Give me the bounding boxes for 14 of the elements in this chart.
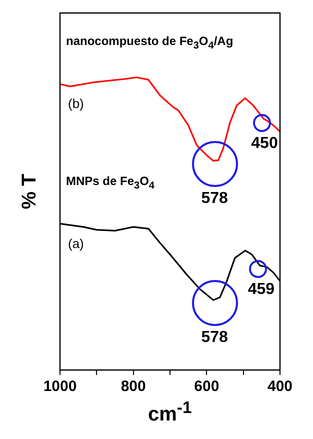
text: nanocompuesto de Fe$_{3}$O$_{4}$/Ag [66,34,234,52]
text: MNPs de Fe$_{3}$O$_{4}$ [66,174,154,192]
annotation: 578 [201,329,228,348]
annotation: 450 [251,134,278,153]
x-tick-label: 600 [194,378,220,396]
x-tick-label: 800 [120,378,146,396]
x-axis-title: cm$^{-1}$ [148,398,192,427]
annotation: 578 [201,190,228,208]
annotation: (a) [68,236,84,251]
x-tick-label: 1000 [43,378,77,396]
annotation: (b) [68,96,84,112]
annotation: 459 [248,280,275,299]
y-axis-title: % T [18,174,42,210]
x-tick-label: 400 [267,378,293,396]
